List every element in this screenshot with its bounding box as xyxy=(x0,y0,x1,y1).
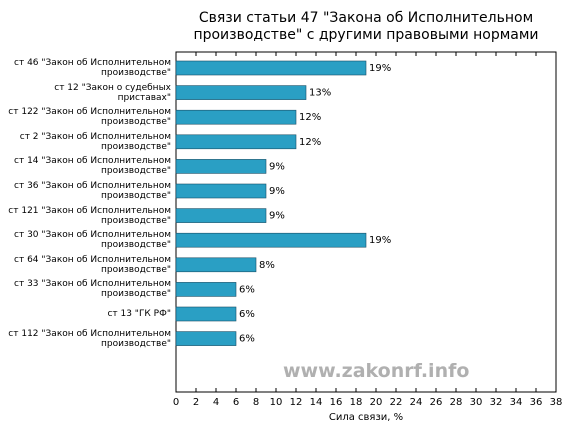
x-tick-label: 28 xyxy=(450,397,463,408)
x-tick-label: 10 xyxy=(270,397,283,408)
x-tick-label: 24 xyxy=(410,397,423,408)
x-tick-label: 32 xyxy=(490,397,503,408)
y-tick-label: ст 12 "Закон о судебных приставах" xyxy=(54,82,171,103)
y-tick-label: ст 122 "Закон об Исполнительном производ… xyxy=(8,107,171,128)
y-tick-label: ст 46 "Закон об Исполнительном производс… xyxy=(14,58,171,78)
x-tick-label: 36 xyxy=(530,397,543,408)
x-axis-label: Сила связи, % xyxy=(329,412,403,423)
bar xyxy=(175,85,307,100)
y-tick-label: ст 33 "Закон об Исполнительном производс… xyxy=(14,279,171,300)
y-tick-label: ст 30 "Закон об Исполнительном производс… xyxy=(14,230,171,251)
chart-title: Связи статьи 47 "Закона об Исполнительно… xyxy=(193,10,539,43)
bar xyxy=(175,183,267,199)
y-tick-label: ст 13 "ГК РФ" xyxy=(107,309,171,319)
bar xyxy=(175,282,237,297)
value-label: 19% xyxy=(369,63,391,74)
x-tick-label: 34 xyxy=(510,397,523,408)
x-tick-label: 8 xyxy=(253,397,259,408)
bar xyxy=(175,60,367,76)
bar xyxy=(175,109,297,125)
watermark: www.zakonrf.info xyxy=(283,360,470,382)
x-tick-label: 4 xyxy=(213,397,219,408)
bar xyxy=(175,208,267,223)
bar xyxy=(175,232,367,248)
value-label: 8% xyxy=(259,260,275,271)
x-tick-label: 38 xyxy=(550,397,563,408)
y-tick-label: ст 36 "Закон об Исполнительном производс… xyxy=(14,181,171,201)
bar xyxy=(175,331,237,346)
x-tick-label: 20 xyxy=(370,397,383,408)
bar xyxy=(175,306,237,322)
x-tick-label: 14 xyxy=(310,397,323,408)
value-label: 9% xyxy=(269,211,285,222)
y-tick-label: ст 112 "Закон об Исполнительном производ… xyxy=(8,328,171,349)
value-label: 6% xyxy=(239,309,255,320)
bar xyxy=(175,159,267,174)
y-tick-label: ст 64 "Закон об Исполнительном производс… xyxy=(14,254,171,275)
value-label: 12% xyxy=(299,112,321,123)
bar xyxy=(175,134,297,150)
y-tick-label: ст 121 "Закон об Исполнительном производ… xyxy=(8,205,171,226)
y-tick-label: ст 14 "Закон об Исполнительном производс… xyxy=(14,156,171,177)
x-tick-label: 26 xyxy=(430,397,443,408)
value-label: 12% xyxy=(299,137,321,148)
bar xyxy=(175,257,257,273)
x-tick-label: 30 xyxy=(470,397,483,408)
x-tick-label: 12 xyxy=(290,397,303,408)
value-label: 9% xyxy=(269,186,285,197)
x-tick-label: 18 xyxy=(350,397,363,408)
x-tick-label: 0 xyxy=(173,397,179,408)
x-tick-label: 22 xyxy=(390,397,403,408)
value-label: 6% xyxy=(239,334,255,345)
value-label: 9% xyxy=(269,161,285,172)
x-tick-label: 6 xyxy=(233,397,239,408)
value-label: 13% xyxy=(309,88,331,99)
value-label: 19% xyxy=(369,235,391,246)
x-tick-label: 2 xyxy=(193,397,199,408)
value-label: 6% xyxy=(239,284,255,295)
y-tick-label: ст 2 "Закон об Исполнительном производст… xyxy=(19,131,171,152)
x-tick-label: 16 xyxy=(330,397,343,408)
